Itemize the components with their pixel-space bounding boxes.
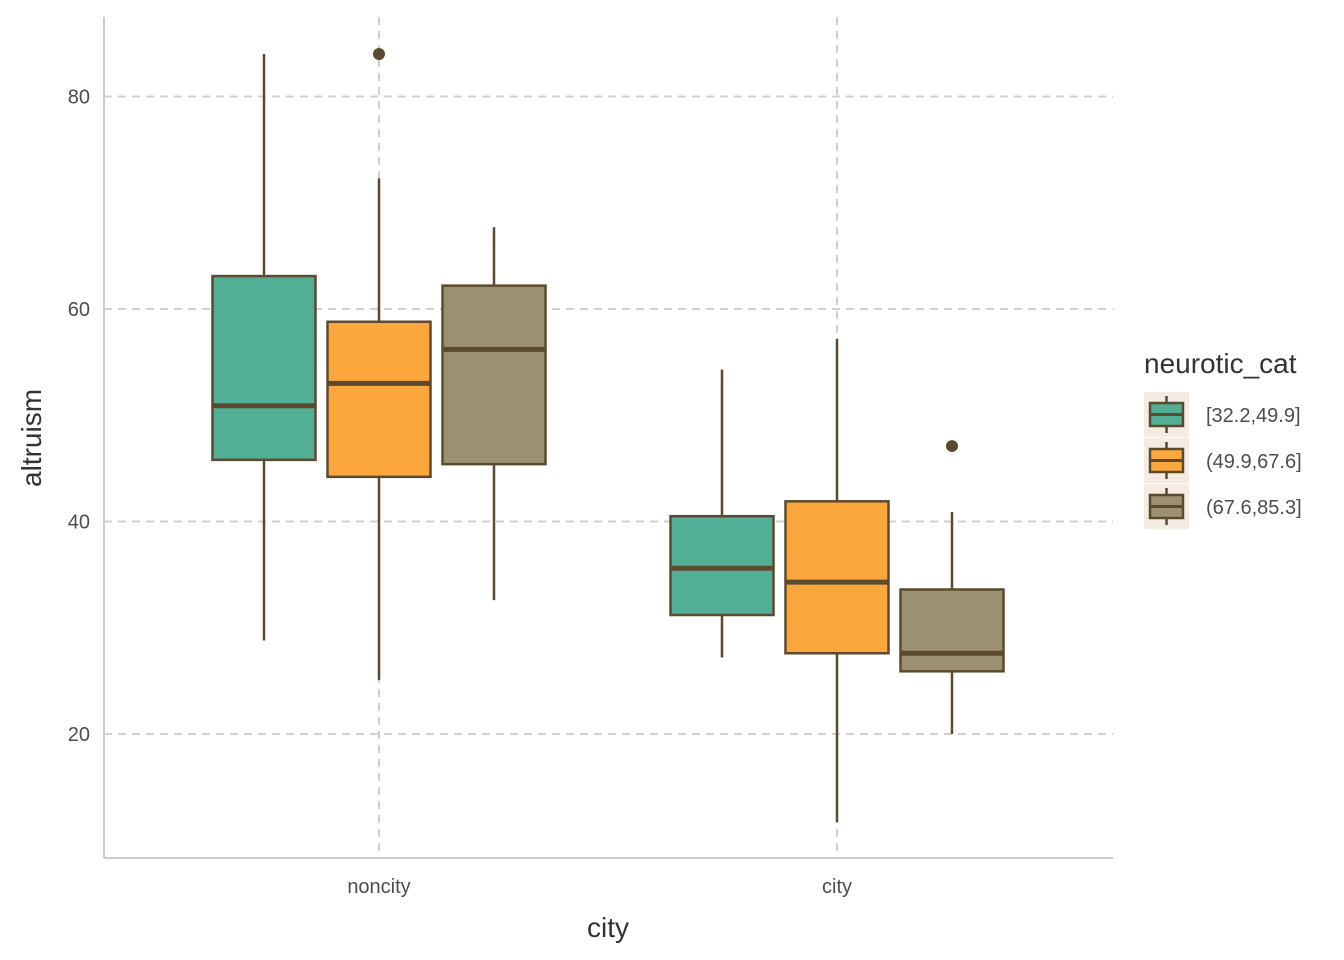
- axes: [103, 17, 1113, 859]
- outlier-point: [373, 48, 385, 60]
- y-tick-label: 20: [68, 724, 90, 746]
- box-plot: [899, 440, 1005, 734]
- box: [669, 514, 775, 617]
- y-tick-label: 80: [68, 87, 90, 109]
- box-plot: [784, 338, 890, 823]
- x-tick-label: city: [822, 876, 852, 898]
- y-tick-label: 40: [68, 512, 90, 534]
- box: [441, 284, 547, 466]
- x-axis-title: city: [587, 912, 629, 943]
- legend-label: (49.9,67.6]: [1206, 451, 1302, 473]
- box: [211, 274, 317, 462]
- y-tick-label: 60: [68, 299, 90, 321]
- box-plot: [669, 369, 775, 658]
- x-tick-label: noncity: [347, 876, 410, 898]
- legend-title: neurotic_cat: [1144, 348, 1297, 379]
- legend-label: [32.2,49.9]: [1206, 405, 1301, 427]
- legend-label: (67.6,85.3]: [1206, 497, 1302, 519]
- y-axis-title: altruism: [16, 389, 47, 487]
- outlier-point: [946, 440, 958, 453]
- legend: neurotic_cat [32.2,49.9] (49.9,67.6] (67.6…: [1144, 348, 1302, 529]
- box-plot: [211, 54, 317, 641]
- box: [326, 320, 432, 479]
- box: [784, 500, 890, 655]
- box-plot: [326, 48, 432, 680]
- box: [899, 588, 1005, 673]
- plot-area: [211, 48, 1005, 823]
- box-plot: [441, 227, 547, 601]
- tick-labels: 20 40 60 80 noncity city: [68, 87, 852, 899]
